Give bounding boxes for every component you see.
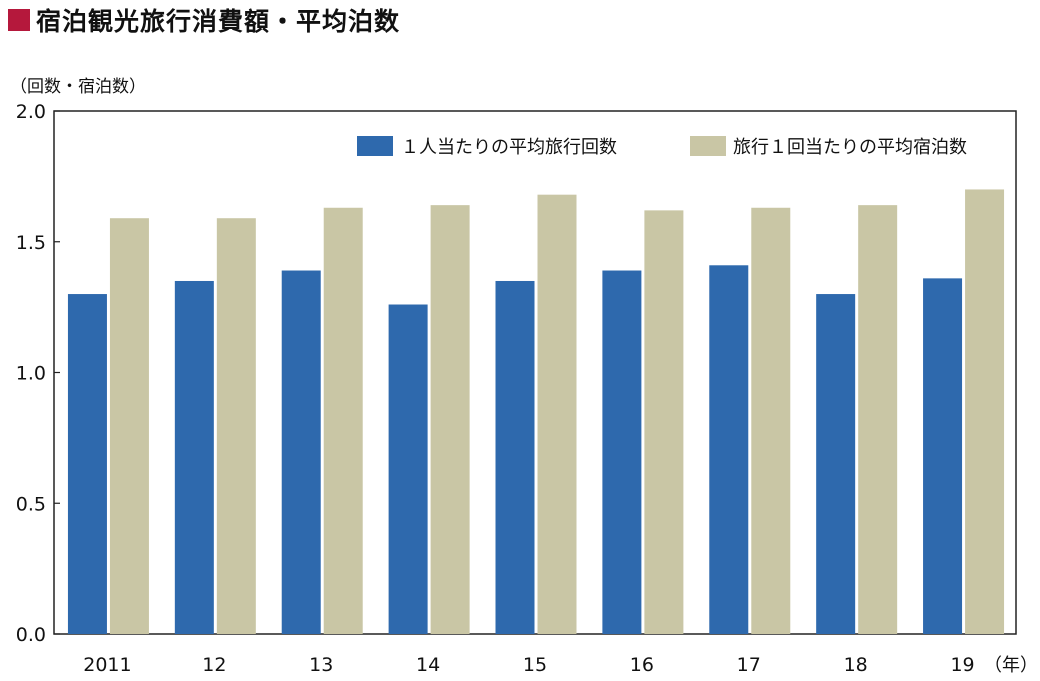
x-tick-label: 12 xyxy=(202,654,226,676)
bar-nights-18 xyxy=(858,205,898,634)
bar-nights-2011 xyxy=(109,218,149,634)
bar-trips-16 xyxy=(602,270,642,634)
bar-trips-18 xyxy=(816,294,856,634)
bar-trips-15 xyxy=(495,280,535,634)
legend-label: １人当たりの平均旅行回数 xyxy=(401,137,617,158)
bar-nights-12 xyxy=(216,218,256,634)
bar-nights-16 xyxy=(644,210,684,634)
y-tick-label: 2.0 xyxy=(16,101,46,123)
chart-title-text: 宿泊観光旅行消費額・平均泊数 xyxy=(36,7,401,36)
y-axis-unit-label: （回数・宿泊数） xyxy=(10,77,146,97)
x-tick-label: 13 xyxy=(309,654,333,676)
x-axis-unit-label: （年） xyxy=(984,655,1038,676)
x-tick-label: 17 xyxy=(737,654,761,676)
chart-title: 宿泊観光旅行消費額・平均泊数 xyxy=(8,2,400,38)
bar-nights-13 xyxy=(323,207,363,634)
y-tick-label: 0.0 xyxy=(16,624,46,646)
bar-trips-19 xyxy=(923,278,963,634)
x-tick-label: 19 xyxy=(950,654,974,676)
bar-trips-14 xyxy=(388,304,428,634)
x-tick-label: 2011 xyxy=(83,654,131,676)
x-tick-label: 16 xyxy=(630,654,654,676)
y-tick-label: 1.0 xyxy=(16,363,46,385)
legend: １人当たりの平均旅行回数 旅行１回当たりの平均宿泊数 xyxy=(357,136,967,158)
bars-group xyxy=(67,189,1005,634)
legend-label: 旅行１回当たりの平均宿泊数 xyxy=(733,137,967,158)
y-tick-label: 0.5 xyxy=(16,493,46,515)
x-axis: 2011 12 13 14 15 16 17 18 19 xyxy=(83,654,974,676)
y-axis: 0.0 0.5 1.0 1.5 2.0 xyxy=(16,101,60,646)
x-tick-label: 18 xyxy=(844,654,868,676)
bar-trips-2011 xyxy=(67,294,107,634)
bar-trips-17 xyxy=(709,265,749,634)
y-tick-label: 1.5 xyxy=(16,232,46,254)
legend-swatch xyxy=(690,136,726,156)
bar-nights-14 xyxy=(430,205,470,634)
bar-trips-12 xyxy=(174,280,214,634)
title-marker-icon xyxy=(8,9,30,31)
bar-trips-13 xyxy=(281,270,321,634)
bar-nights-17 xyxy=(751,207,791,634)
bar-nights-19 xyxy=(965,189,1005,634)
bar-nights-15 xyxy=(537,194,577,634)
x-tick-label: 14 xyxy=(416,654,440,676)
x-tick-label: 15 xyxy=(523,654,547,676)
legend-swatch xyxy=(357,136,393,156)
